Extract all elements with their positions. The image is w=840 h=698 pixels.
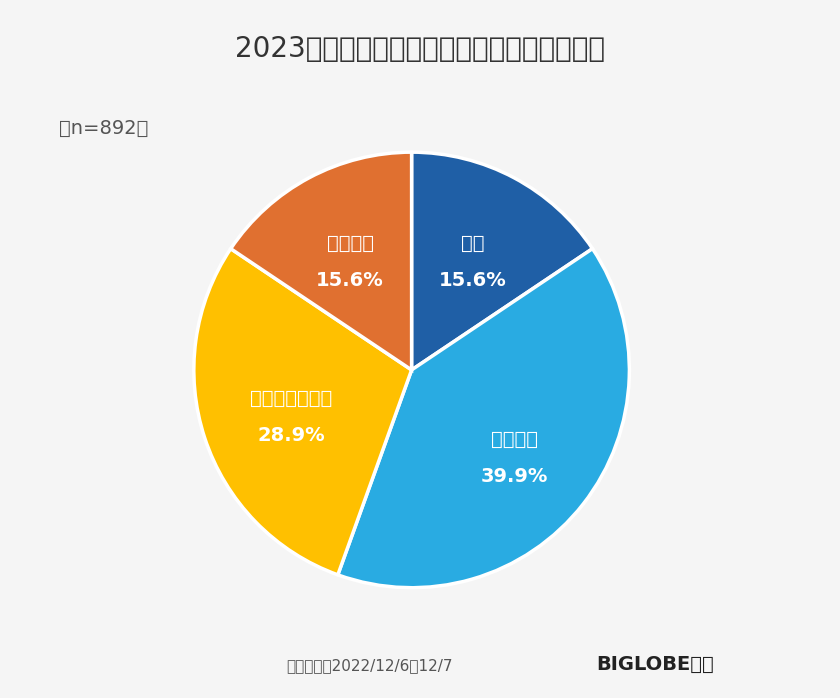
Text: 15.6%: 15.6% <box>439 272 507 290</box>
Text: 思わない: 思わない <box>327 235 374 253</box>
Text: 28.9%: 28.9% <box>258 426 325 445</box>
Text: 思う: 思う <box>461 235 485 253</box>
Text: あまり思わない: あまり思わない <box>250 389 333 408</box>
Text: 15.6%: 15.6% <box>316 272 384 290</box>
Text: 調査期間：2022/12/6～12/7: 調査期間：2022/12/6～12/7 <box>286 659 453 674</box>
Text: 39.9%: 39.9% <box>481 467 549 486</box>
Wedge shape <box>194 248 412 575</box>
Wedge shape <box>412 152 592 370</box>
Text: やや思う: やや思う <box>491 430 538 449</box>
Wedge shape <box>338 248 629 588</box>
Text: BIGLOBE調べ: BIGLOBE調べ <box>596 655 714 674</box>
Wedge shape <box>231 152 412 370</box>
Text: （n=892）: （n=892） <box>59 119 148 138</box>
Text: 2023年リスキリングに取り組みたいと思うか: 2023年リスキリングに取り組みたいと思うか <box>235 35 605 63</box>
